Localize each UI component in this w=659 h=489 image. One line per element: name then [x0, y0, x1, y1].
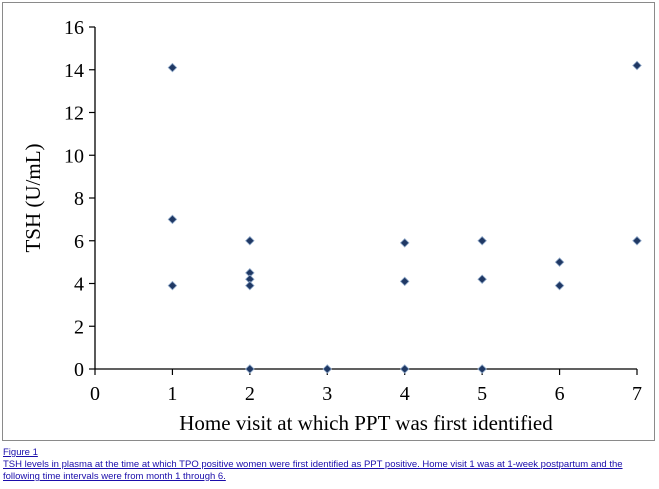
data-point — [399, 276, 410, 287]
x-tick-label: 0 — [90, 383, 100, 405]
figure-caption: Figure 1 TSH levels in plasma at the tim… — [3, 447, 657, 483]
figure-label-link[interactable]: Figure 1 — [3, 447, 38, 458]
x-axis-title: Home visit at which PPT was first identi… — [179, 411, 553, 435]
y-tick-label: 4 — [74, 274, 84, 296]
x-ticks: 0 1 2 3 4 5 6 7 — [90, 369, 642, 405]
x-tick-label: 6 — [555, 383, 565, 405]
data-point — [322, 364, 333, 374]
axes — [94, 27, 637, 370]
x-tick-label: 4 — [400, 383, 410, 405]
y-axis-title: TSH (U/mL) — [21, 143, 45, 252]
y-tick-label: 0 — [74, 359, 84, 381]
y-tick-label: 2 — [74, 316, 84, 338]
data-point — [245, 235, 255, 246]
data-point — [167, 280, 178, 291]
caption-text-link[interactable]: TSH levels in plasma at the time at whic… — [3, 459, 623, 482]
y-ticks: 0 2 4 6 8 10 12 14 16 — [64, 17, 95, 381]
data-point — [167, 214, 178, 225]
data-point — [554, 257, 565, 267]
y-tick-label: 12 — [64, 103, 84, 125]
data-point — [399, 238, 410, 248]
x-tick-label: 3 — [322, 383, 332, 405]
data-point — [245, 280, 255, 291]
y-tick-label: 14 — [64, 60, 84, 82]
y-tick-label: 6 — [74, 231, 84, 253]
data-point — [245, 364, 255, 374]
x-tick-label: 2 — [245, 383, 255, 405]
data-point — [632, 60, 642, 71]
data-point — [167, 62, 178, 73]
x-tick-label: 7 — [632, 383, 642, 405]
x-tick-label: 1 — [167, 383, 177, 405]
data-point — [477, 274, 487, 284]
data-point — [632, 235, 642, 246]
data-point — [554, 280, 565, 291]
y-tick-label: 10 — [64, 145, 84, 167]
data-points — [167, 60, 642, 374]
data-point — [477, 364, 487, 374]
y-tick-label: 16 — [64, 17, 84, 39]
data-point — [477, 235, 487, 246]
data-point — [399, 364, 410, 374]
x-tick-label: 5 — [477, 383, 487, 405]
y-tick-label: 8 — [74, 188, 84, 210]
